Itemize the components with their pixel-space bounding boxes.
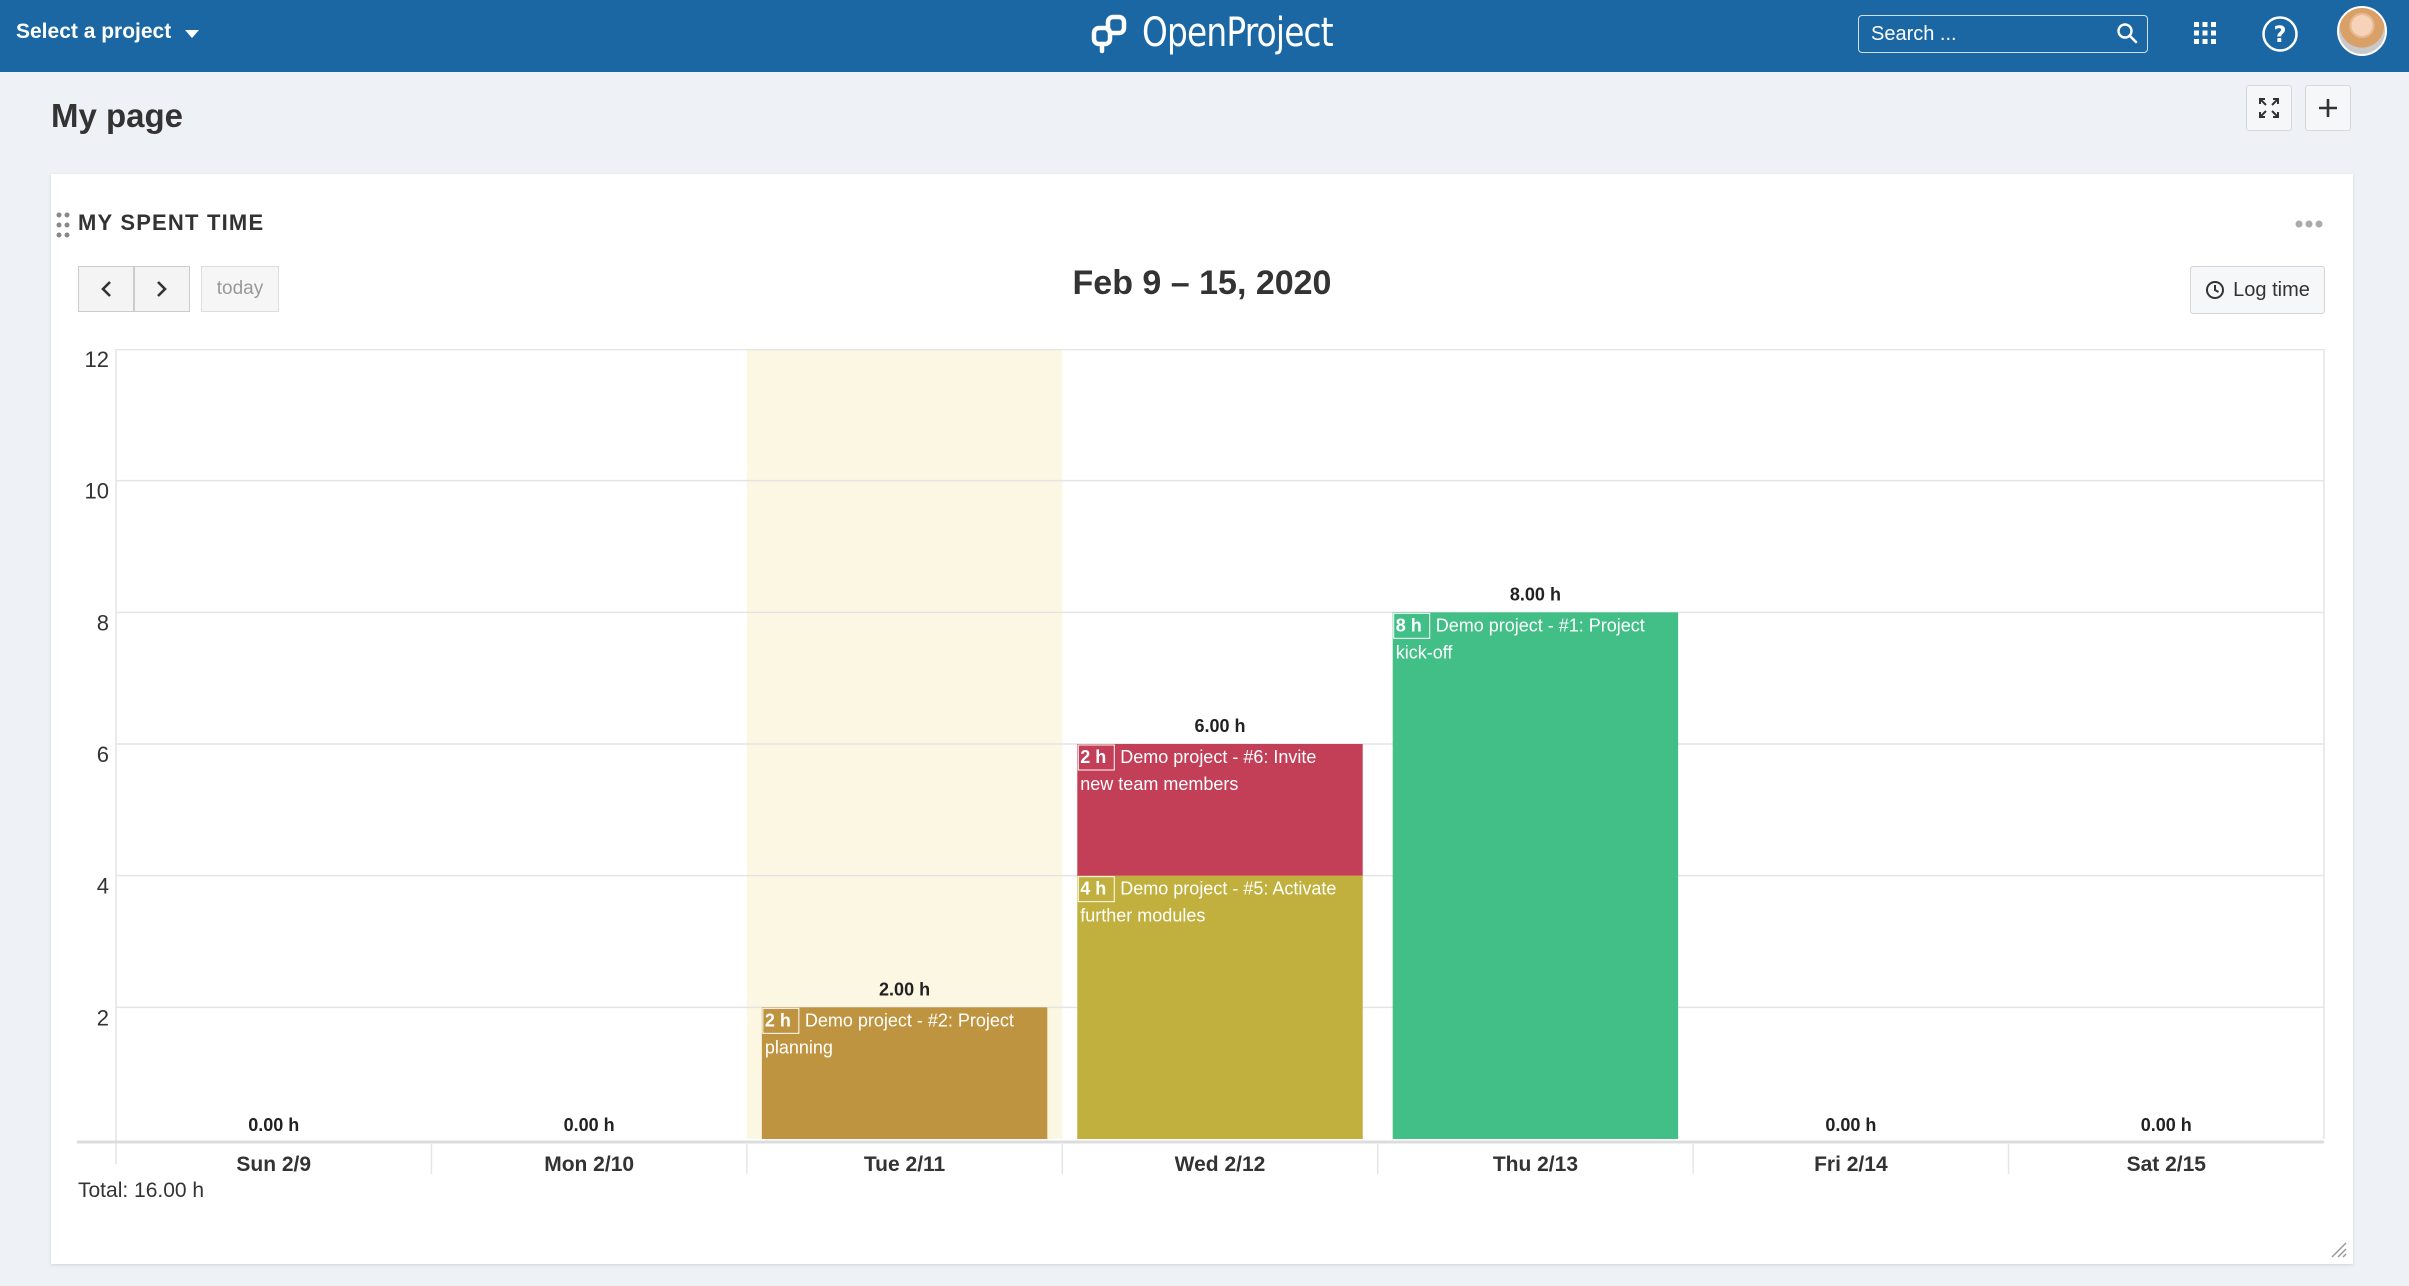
x-tick-label: Sun 2/9: [236, 1153, 311, 1176]
avatar[interactable]: [2337, 6, 2387, 56]
entry-hours-label: 2 h: [765, 1010, 791, 1030]
chevron-right-icon: [157, 281, 167, 297]
y-tick-label: 8: [97, 610, 109, 635]
day-total-label: 0.00 h: [1825, 1115, 1876, 1135]
project-select-dropdown[interactable]: Select a project: [16, 20, 200, 44]
entry-description: Demo project - #2: Project: [805, 1010, 1014, 1030]
entry-description: planning: [765, 1037, 833, 1057]
search-icon[interactable]: [2116, 22, 2138, 44]
top-navigation-bar: Select a project OpenProject ?: [0, 0, 2409, 72]
x-tick-label: Sat 2/15: [2127, 1153, 2207, 1176]
time-entry-bar: [1077, 875, 1363, 1139]
entry-description: Demo project - #1: Project: [1436, 615, 1645, 635]
x-tick-label: Tue 2/11: [864, 1153, 946, 1176]
logo-text: OpenProject: [1142, 10, 1334, 56]
x-tick-label: Wed 2/12: [1175, 1153, 1266, 1176]
y-tick-label: 6: [97, 742, 109, 767]
openproject-logo-icon: [1091, 14, 1127, 54]
day-total-label: 8.00 h: [1510, 584, 1561, 604]
x-tick-label: Fri 2/14: [1814, 1153, 1888, 1176]
more-options-icon[interactable]: [2295, 220, 2323, 228]
clock-icon: [2206, 281, 2225, 299]
spent-time-chart: 2 4 6 8 10 12 0.00 h Sun 2/9 0.00 h Mon 2/10 2 h De…: [77, 349, 2325, 1176]
entry-hours-badge: [1393, 612, 1431, 639]
entry-hours-label: 8 h: [1396, 615, 1422, 635]
day-total-label: 0.00 h: [564, 1115, 615, 1135]
help-icon[interactable]: ?: [2261, 15, 2299, 53]
y-tick-label: 12: [85, 349, 109, 372]
svg-text:?: ?: [2274, 23, 2287, 48]
add-icon: [2319, 99, 2337, 117]
fullscreen-button[interactable]: [2246, 85, 2292, 131]
next-week-button[interactable]: [134, 266, 190, 312]
fullscreen-icon: [2259, 98, 2279, 118]
resize-handle-icon[interactable]: [2329, 1240, 2347, 1258]
date-range-title: Feb 9 – 15, 2020: [1072, 264, 1332, 302]
add-widget-button[interactable]: [2305, 85, 2351, 131]
project-select-label: Select a project: [16, 20, 172, 43]
openproject-logo[interactable]: OpenProject: [1090, 10, 1375, 56]
entry-hours-label: 4 h: [1080, 879, 1106, 899]
previous-week-button[interactable]: [78, 266, 134, 312]
entry-hours-label: 2 h: [1080, 747, 1106, 767]
search-input[interactable]: [1858, 15, 2148, 53]
widget-title: MY SPENT TIME: [78, 210, 265, 235]
chevron-left-icon: [101, 281, 111, 297]
today-button[interactable]: today: [201, 266, 279, 312]
day-total-label: 2.00 h: [879, 979, 930, 999]
entry-description: Demo project - #5: Activate: [1120, 879, 1336, 899]
total-hours: Total: 16.00 h: [78, 1179, 205, 1202]
y-tick-label: 2: [97, 1005, 109, 1030]
entry-hours-badge: [1077, 876, 1115, 903]
x-tick-label: Mon 2/10: [544, 1153, 634, 1176]
time-entry-bar: [761, 1007, 1048, 1139]
day-total-label: 0.00 h: [248, 1115, 299, 1135]
entry-description: Demo project - #6: Invite: [1120, 747, 1316, 767]
day-total-label: 6.00 h: [1194, 716, 1245, 736]
chevron-down-icon: [185, 29, 200, 38]
x-tick-label: Thu 2/13: [1493, 1153, 1578, 1176]
entry-description: new team members: [1080, 774, 1238, 794]
page-title: My page: [51, 97, 184, 134]
log-time-button[interactable]: Log time: [2190, 266, 2325, 314]
entry-hours-badge: [762, 1007, 800, 1034]
time-entry-bar: [1077, 744, 1363, 876]
y-tick-label: 10: [85, 479, 109, 504]
spent-time-widget: MY SPENT TIME today Feb 9 – 15, 2020 Log…: [51, 174, 2353, 1264]
day-total-label: 0.00 h: [2141, 1115, 2192, 1135]
time-entry-bar: [1392, 612, 1679, 1139]
modules-grid-icon[interactable]: [2194, 22, 2216, 44]
log-time-label: Log time: [2233, 278, 2310, 301]
entry-description: further modules: [1080, 906, 1205, 926]
entry-hours-badge: [1077, 744, 1115, 771]
y-tick-label: 4: [97, 874, 109, 899]
entry-description: kick-off: [1396, 642, 1454, 662]
drag-handle-icon[interactable]: [56, 212, 70, 238]
